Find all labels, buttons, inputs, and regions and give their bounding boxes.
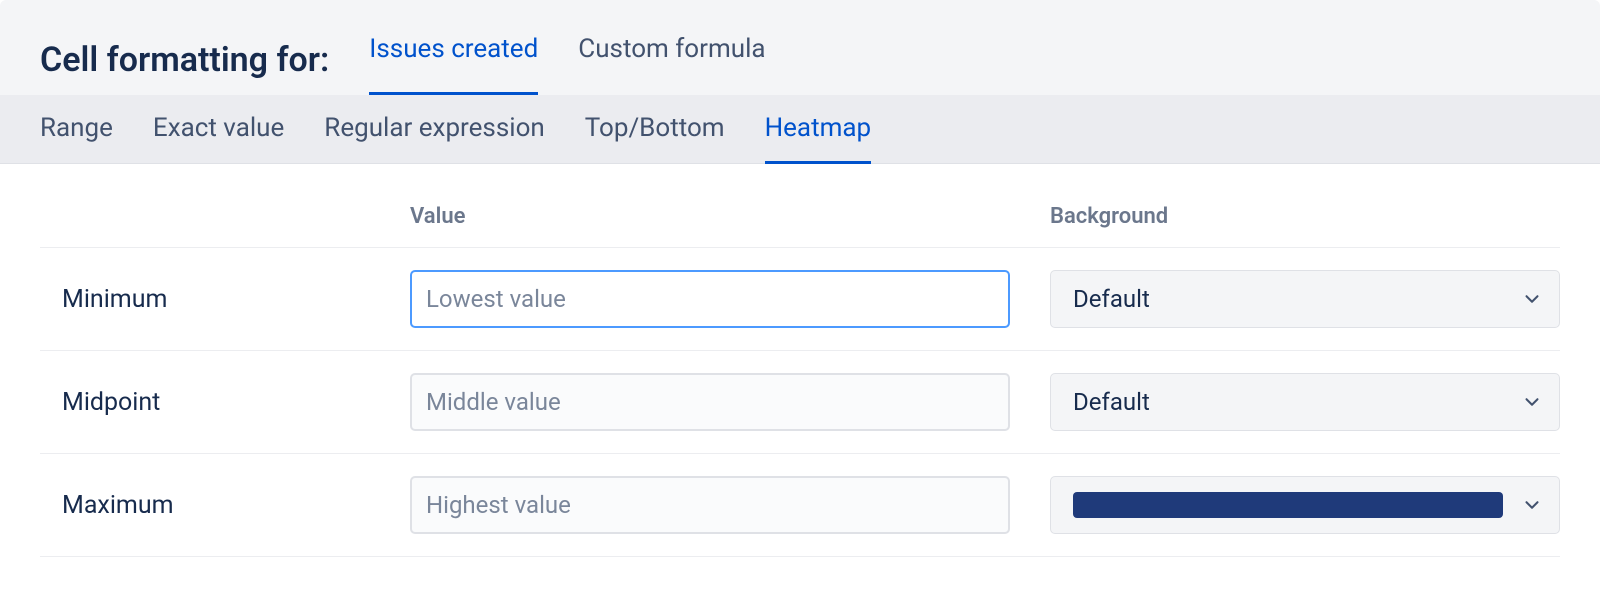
- column-tab-custom-formula[interactable]: Custom formula: [578, 24, 765, 95]
- title-row: Cell formatting for: Issues created Custo…: [0, 0, 1600, 95]
- midpoint-background-label: Default: [1073, 388, 1150, 416]
- chevron-down-icon: [1521, 288, 1543, 310]
- midpoint-background-select[interactable]: Default: [1050, 373, 1560, 431]
- rule-tab-top-bottom[interactable]: Top/Bottom: [585, 95, 725, 164]
- midpoint-label: Midpoint: [40, 388, 370, 417]
- heatmap-form: Value Background Minimum Default Midpoint D…: [0, 164, 1600, 557]
- row-maximum: Maximum: [40, 454, 1560, 557]
- rule-tab-range[interactable]: Range: [40, 95, 113, 164]
- rule-tab-exact-value[interactable]: Exact value: [153, 95, 284, 164]
- form-grid: Value Background Minimum Default Midpoint D…: [40, 204, 1560, 557]
- maximum-value-input[interactable]: [410, 476, 1010, 534]
- column-tab-strip: Issues created Custom formula: [369, 24, 765, 95]
- maximum-label: Maximum: [40, 491, 370, 520]
- header-band: Cell formatting for: Issues created Custo…: [0, 0, 1600, 164]
- rule-tab-strip: Range Exact value Regular expression Top/Bo…: [0, 95, 1600, 164]
- rule-tab-regular-expression[interactable]: Regular expression: [324, 95, 544, 164]
- row-midpoint: Midpoint Default: [40, 351, 1560, 454]
- minimum-background-label: Default: [1073, 285, 1150, 313]
- minimum-value-input[interactable]: [410, 270, 1010, 328]
- column-tab-issues-created[interactable]: Issues created: [369, 24, 538, 95]
- row-minimum: Minimum Default: [40, 248, 1560, 351]
- grid-header-row: Value Background: [40, 204, 1560, 248]
- rule-tab-heatmap[interactable]: Heatmap: [765, 95, 872, 164]
- minimum-label: Minimum: [40, 285, 370, 314]
- minimum-background-select[interactable]: Default: [1050, 270, 1560, 328]
- page-title: Cell formatting for:: [40, 40, 329, 80]
- col-head-background: Background: [1050, 204, 1560, 229]
- maximum-background-select[interactable]: [1050, 476, 1560, 534]
- maximum-background-swatch: [1073, 492, 1503, 518]
- chevron-down-icon: [1521, 494, 1543, 516]
- col-head-value: Value: [410, 204, 1010, 229]
- chevron-down-icon: [1521, 391, 1543, 413]
- midpoint-value-input[interactable]: [410, 373, 1010, 431]
